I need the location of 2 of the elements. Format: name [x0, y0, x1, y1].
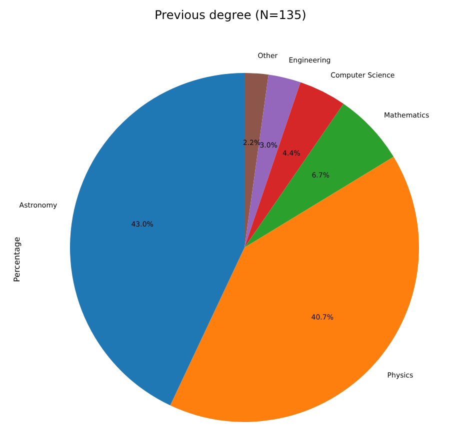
text: Percentage [12, 236, 22, 284]
chart-title: Previous degree (N=135) [154, 8, 308, 22]
